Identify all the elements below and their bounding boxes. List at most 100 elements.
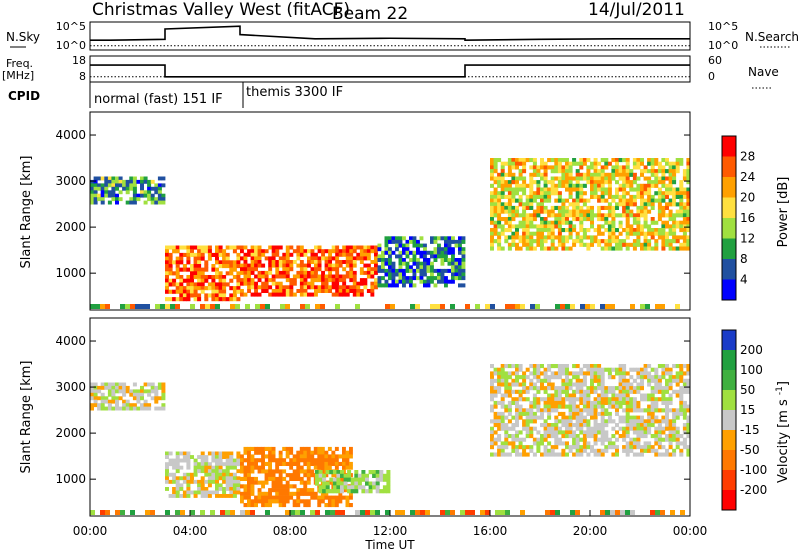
heat-cell [93,183,98,188]
heat-cell [93,197,98,202]
heat-cell [579,389,584,394]
heat-cell [593,183,598,188]
heat-cell [632,220,637,225]
heat-cell [409,268,413,273]
heat-cell [204,275,209,280]
heat-cell [363,285,368,290]
heat-cell [600,246,605,251]
heat-cell [303,491,308,496]
heat-cell [615,235,619,240]
heat-cell [511,158,516,163]
heat-cell [529,183,534,188]
heat-cell [679,411,684,416]
heat-cell [352,289,357,293]
heat-cell [129,389,134,394]
heat-cell [622,393,627,398]
heat-cell [654,415,659,420]
heat-cell [232,462,237,467]
heat-cell [218,264,223,269]
heat-cell [629,441,634,446]
heat-cell [575,448,580,453]
heat-cell [572,382,577,387]
heat-cell [682,437,687,442]
heat-cell [518,172,523,177]
heat-cell [215,275,219,280]
heat-cell [271,292,276,297]
heat-cell [579,224,584,229]
heat-cell [686,194,691,199]
heat-cell [175,304,180,309]
heat-cell [543,169,548,174]
power-heatmap [90,158,691,309]
heat-cell [665,161,669,166]
heat-cell [236,245,241,250]
heat-cell [686,364,691,369]
heat-cell [679,202,684,207]
heat-cell [165,275,169,280]
heat-cell [493,389,498,394]
heat-cell [493,169,498,174]
heat-cell [657,180,662,185]
heat-cell [175,494,180,498]
heat-cell [322,485,327,490]
heat-cell [661,419,666,424]
heat-cell [536,430,541,435]
heat-cell [200,458,205,463]
heat-cell [200,451,205,456]
heat-cell [388,236,392,241]
heat-cell [536,165,541,170]
heat-cell [636,183,641,188]
heat-cell [547,209,552,214]
heat-cell [500,209,505,214]
heat-cell [636,445,641,450]
heat-cell [582,389,587,394]
heat-cell [250,454,255,459]
heat-cell [525,158,530,163]
heat-cell [590,187,594,192]
heat-cell [318,477,323,482]
heat-cell [497,198,502,203]
heat-cell [374,245,378,250]
heat-cell [572,187,577,192]
heat-cell [679,386,684,391]
heat-cell [647,191,652,196]
heat-cell [507,183,512,188]
heat-cell [600,510,605,515]
heat-cell [200,256,205,261]
heat-cell [540,246,544,251]
heat-cell [682,231,687,236]
heat-cell [615,371,619,376]
heat-cell [622,202,627,207]
heat-cell [565,176,569,181]
heat-cell [349,260,354,264]
heat-cell [475,304,480,309]
heat-cell [575,404,580,409]
heat-cell [282,476,287,481]
heat-cell [451,272,455,277]
heat-cell [490,183,494,188]
heat-cell [536,213,541,218]
heat-cell [433,258,438,262]
heat-cell [507,180,512,185]
heat-cell [325,510,330,515]
heat-cell [416,258,420,262]
heat-cell [175,282,180,287]
heat-cell [261,274,266,279]
heat-cell [665,213,669,218]
heat-cell [507,209,512,214]
heat-cell [391,236,396,241]
heat-cell [232,476,237,481]
heat-cell [500,364,505,369]
heat-cell [550,231,555,236]
heat-cell [317,450,322,455]
heat-cell [342,260,347,264]
heat-cell [532,400,537,405]
heat-cell [497,382,502,387]
heat-cell [536,375,541,380]
heat-cell [306,499,311,504]
heat-cell [336,470,341,475]
heat-cell [243,274,248,279]
heat-cell [522,213,527,218]
heat-cell [650,415,655,420]
heat-cell [349,503,353,508]
